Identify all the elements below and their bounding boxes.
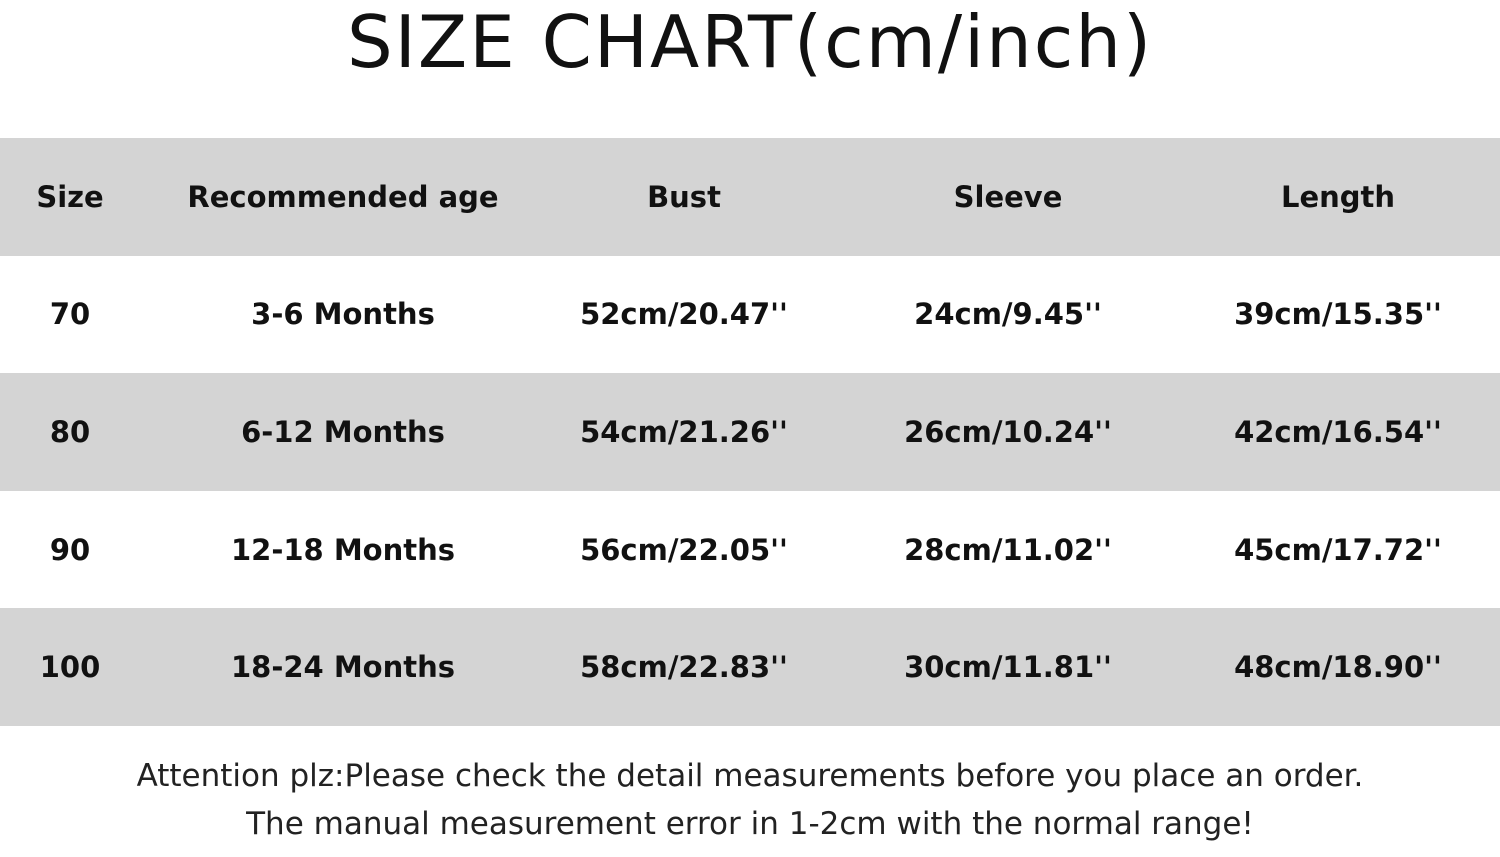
size-table: Size Recommended age Bust Sleeve Length … [0, 138, 1500, 726]
table-header-row: Size Recommended age Bust Sleeve Length [0, 138, 1500, 256]
cell-bust: 54cm/21.26'' [580, 414, 788, 449]
cell-size: 80 [49, 414, 91, 449]
cell-size: 90 [49, 532, 91, 567]
cell-age: 18-24 Months [230, 650, 456, 685]
table-row: 70 3-6 Months 52cm/20.47'' 24cm/9.45'' 3… [0, 256, 1500, 374]
page-title: SIZE CHART(cm/inch) [346, 0, 1154, 84]
cell-length: 42cm/16.54'' [1234, 414, 1442, 449]
cell-length: 48cm/18.90'' [1234, 650, 1442, 685]
cell-length: 45cm/17.72'' [1234, 532, 1442, 567]
table-row: 100 18-24 Months 58cm/22.83'' 30cm/11.81… [0, 608, 1500, 726]
header-size: Size [36, 179, 104, 214]
cell-bust: 56cm/22.05'' [580, 532, 788, 567]
cell-age: 12-18 Months [230, 532, 456, 567]
cell-bust: 52cm/20.47'' [580, 297, 788, 332]
cell-age: 3-6 Months [251, 297, 435, 332]
header-age: Recommended age [187, 179, 499, 214]
cell-sleeve: 28cm/11.02'' [904, 532, 1112, 567]
attention-note: Attention plz:Please check the detail me… [136, 758, 1364, 794]
measurement-error-note: The manual measurement error in 1-2cm wi… [246, 806, 1254, 842]
header-length: Length [1280, 179, 1396, 214]
cell-size: 100 [39, 650, 101, 685]
cell-length: 39cm/15.35'' [1234, 297, 1442, 332]
cell-sleeve: 30cm/11.81'' [904, 650, 1112, 685]
cell-sleeve: 24cm/9.45'' [914, 297, 1102, 332]
header-bust: Bust [647, 179, 721, 214]
cell-size: 70 [49, 297, 91, 332]
cell-age: 6-12 Months [241, 414, 445, 449]
table-row: 90 12-18 Months 56cm/22.05'' 28cm/11.02'… [0, 491, 1500, 609]
header-sleeve: Sleeve [953, 179, 1063, 214]
cell-bust: 58cm/22.83'' [580, 650, 788, 685]
table-row: 80 6-12 Months 54cm/21.26'' 26cm/10.24''… [0, 373, 1500, 491]
cell-sleeve: 26cm/10.24'' [904, 414, 1112, 449]
